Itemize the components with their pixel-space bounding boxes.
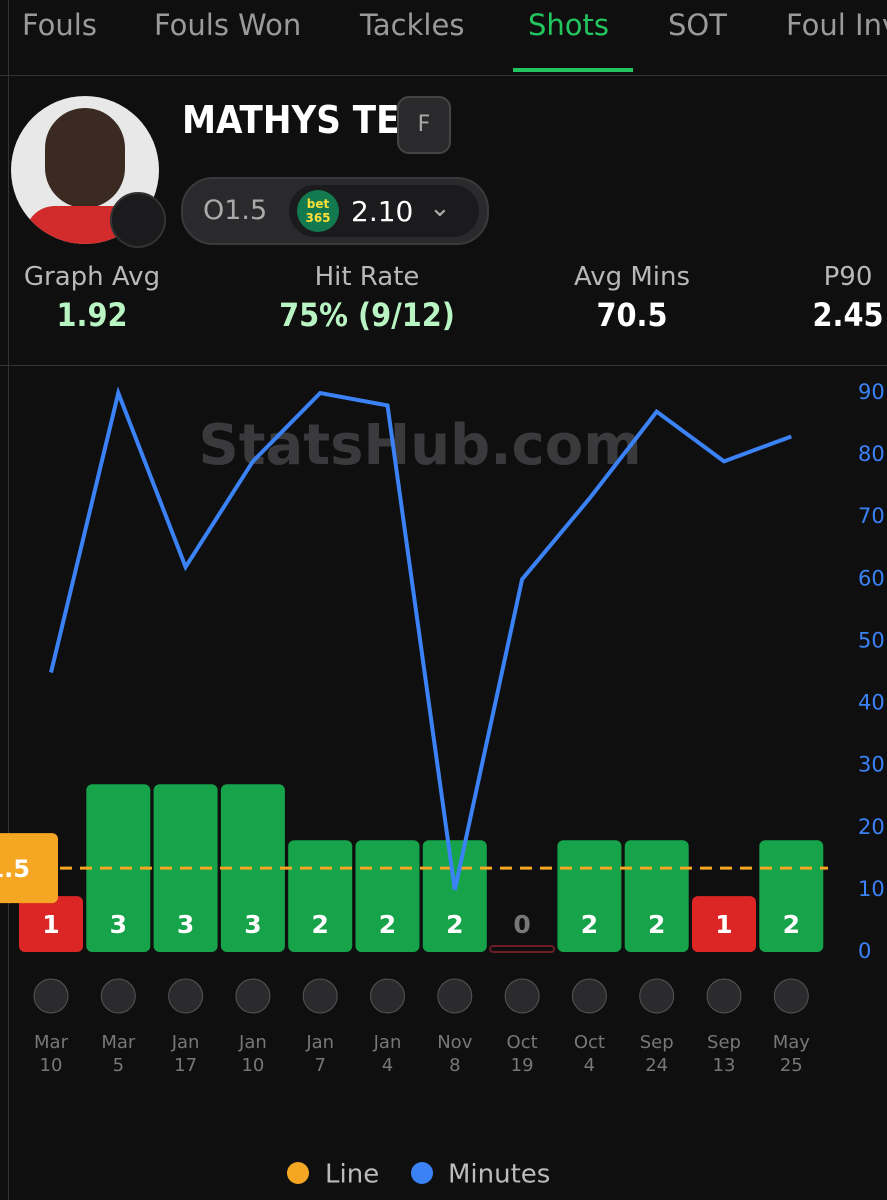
bar-value-label: 3 <box>110 910 127 939</box>
y2-tick-label: 70 <box>858 504 885 528</box>
y2-tick-label: 0 <box>858 939 871 963</box>
bar-value-label: 2 <box>783 910 800 939</box>
team-logo <box>639 978 675 1014</box>
player-name: MATHYS TEL <box>182 98 422 142</box>
team-logo <box>235 978 271 1014</box>
stat-value: 2.45 <box>812 296 884 334</box>
bar <box>692 896 756 952</box>
bar <box>489 945 556 953</box>
bar-value-label: 2 <box>446 910 463 939</box>
bar-group: 0 <box>489 910 556 953</box>
bar-group: 2 <box>624 840 689 952</box>
team-logo <box>302 978 338 1014</box>
minutes-line <box>49 386 792 891</box>
team-badge <box>110 192 166 248</box>
team-logo <box>504 978 540 1014</box>
bar-group: 2 <box>355 840 420 952</box>
y2-tick-label: 30 <box>858 753 885 777</box>
y2-tick-label: 20 <box>858 815 885 839</box>
x-tick-label: Jan 10 <box>239 1032 267 1076</box>
bar-value-label: 3 <box>244 910 261 939</box>
x-tick-label: Mar 5 <box>101 1032 136 1076</box>
stat-label: P90 <box>823 262 873 292</box>
bar-value-label: 3 <box>177 910 194 939</box>
x-tick-label: Jan 4 <box>373 1032 402 1076</box>
stat-value: 70.5 <box>596 296 668 334</box>
odds-box: bet 365 2.10 ⌄ <box>289 185 479 237</box>
tab[interactable]: Foul Inv <box>786 8 887 42</box>
legend-label: Line <box>325 1160 379 1190</box>
x-tick-label: Mar 10 <box>34 1032 68 1076</box>
x-tick-label: Sep 24 <box>639 1032 674 1076</box>
team-logo <box>571 978 607 1014</box>
bar-value-label: 2 <box>379 910 396 939</box>
bar-group: 1 <box>692 896 756 952</box>
legend-swatch <box>287 1162 309 1184</box>
team-logo <box>437 978 473 1014</box>
bar-value-label: 1 <box>42 910 59 939</box>
bar-group: 3 <box>220 784 285 952</box>
tab[interactable]: Shots <box>528 8 610 42</box>
bar-group: 3 <box>86 784 151 952</box>
bar-value-label: 2 <box>311 910 328 939</box>
team-logo <box>168 978 204 1014</box>
stat-label: Hit Rate <box>314 262 420 292</box>
y2-tick-label: 90 <box>858 380 885 404</box>
x-tick-label: Oct 4 <box>573 1032 605 1076</box>
position-badge: F <box>397 96 451 154</box>
bar-group: 2 <box>422 840 487 952</box>
team-logo <box>773 978 809 1014</box>
tab[interactable]: SOT <box>668 8 727 42</box>
threshold-label: 1.5 <box>0 855 30 883</box>
bar-group: 1 <box>19 896 83 952</box>
tab[interactable]: Fouls Won <box>154 8 302 42</box>
x-tick-label: Sep 13 <box>707 1032 741 1076</box>
bar-value-label: 2 <box>581 910 598 939</box>
tab-underline <box>513 68 633 72</box>
line-label: O1.5 <box>203 195 268 226</box>
odds-pill[interactable]: O1.5 bet 365 2.10 ⌄ <box>181 177 489 245</box>
tab[interactable]: Tackles <box>360 8 465 42</box>
x-tick-label: Oct 19 <box>506 1032 538 1076</box>
x-tick-label: May 25 <box>772 1032 810 1076</box>
bar <box>220 784 285 952</box>
stat-label: Graph Avg <box>23 262 161 292</box>
odds: 2.10 <box>351 195 414 228</box>
team-logo <box>33 978 69 1014</box>
bar-group: 2 <box>557 840 622 952</box>
team-logo <box>370 978 405 1014</box>
threshold-box <box>0 833 58 904</box>
x-tick-label: Nov 8 <box>437 1032 473 1076</box>
bar-group: 2 <box>288 840 353 952</box>
x-tick-label: Jan 17 <box>171 1032 200 1076</box>
team-logo <box>100 978 136 1014</box>
dropdown-arrow: ⌄ <box>429 193 451 223</box>
watermark: StatsHub.com <box>198 413 641 478</box>
stat-value: 1.92 <box>56 296 128 334</box>
bookmaker-logo: bet 365 <box>297 190 339 232</box>
divider <box>0 365 887 366</box>
stat-value: 75% (9/12) <box>279 296 455 334</box>
bar-value-label: 1 <box>715 910 732 939</box>
y2-tick-label: 60 <box>858 566 885 590</box>
x-tick-label: Jan 7 <box>306 1032 335 1076</box>
legend-swatch <box>411 1162 433 1184</box>
tab[interactable]: Fouls <box>22 8 97 42</box>
y2-tick-label: 10 <box>858 877 885 901</box>
y2-tick-label: 50 <box>858 628 885 652</box>
bar <box>86 784 151 952</box>
bar <box>19 896 83 952</box>
divider <box>0 75 887 76</box>
y2-tick-label: 80 <box>858 442 885 466</box>
bar-value-label: 2 <box>648 910 665 939</box>
y2-tick-label: 40 <box>858 691 885 715</box>
team-logo <box>706 978 742 1014</box>
bar-value-label: 0 <box>513 910 530 939</box>
divider <box>8 0 9 1200</box>
bar-group: 2 <box>759 840 824 952</box>
legend-label: Minutes <box>448 1160 550 1190</box>
stat-label: Avg Mins <box>573 262 691 292</box>
